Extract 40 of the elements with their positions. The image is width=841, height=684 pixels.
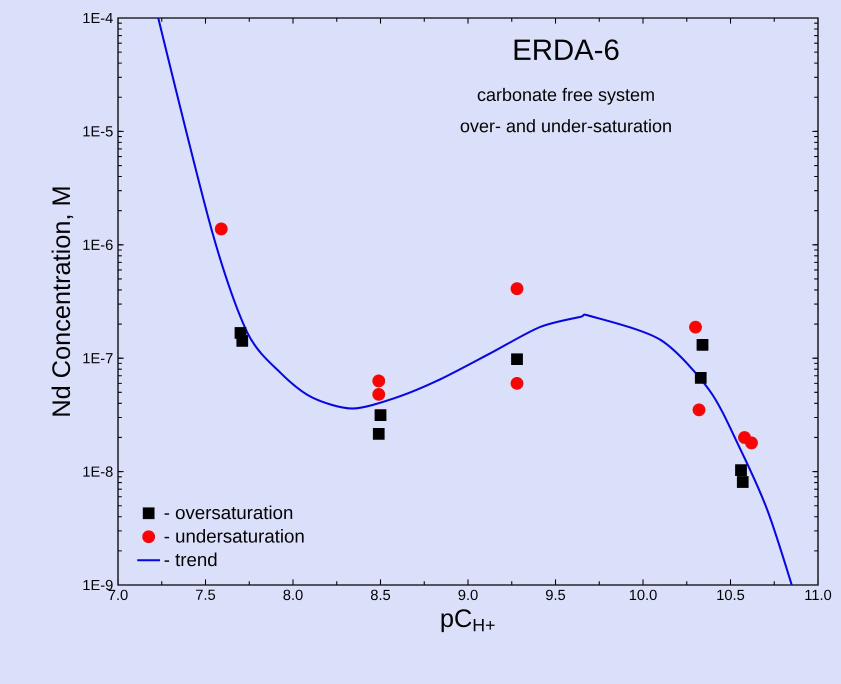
point [735, 464, 747, 476]
x-tick-label: 7.0 [108, 590, 128, 600]
point [372, 388, 386, 401]
x-tick-label: 10.0 [630, 590, 657, 600]
x-tick-label: 7.5 [196, 590, 216, 600]
point [511, 353, 523, 366]
point [372, 374, 386, 388]
y-tick-label: 1E-7 [83, 353, 113, 364]
text: ERDA-6 [514, 39, 619, 60]
point [689, 320, 702, 334]
line-series [157, 18, 793, 585]
point [694, 372, 707, 384]
point [372, 428, 385, 440]
point [510, 282, 524, 296]
y-tick-label: 1E-4 [83, 12, 113, 24]
y-tick-label: 1E-9 [83, 580, 113, 590]
point [745, 436, 758, 450]
y-tick-label: 1E-8 [83, 466, 113, 477]
point [510, 376, 524, 390]
point [692, 404, 706, 416]
point [696, 339, 708, 351]
point [736, 476, 749, 488]
x-tick-label: 9.0 [458, 590, 478, 600]
x-tick-label: 8.5 [370, 590, 390, 600]
x-axis-title: pC$_{H+}$ [442, 609, 495, 632]
point [374, 409, 386, 421]
point [214, 222, 228, 236]
y-axis-title: Nd Concentration, M [52, 187, 74, 416]
y-tick-label: 1E-5 [83, 126, 113, 137]
point [236, 335, 248, 347]
x-tick-label: 10.5 [717, 590, 744, 600]
x-tick-label: 9.5 [546, 590, 566, 600]
legend-label: - trend [164, 552, 216, 566]
y-tick-label: 1E-6 [83, 240, 113, 250]
text: carbonate free system [478, 88, 654, 105]
legend-label: - oversaturation [164, 505, 292, 520]
annotation: over- and under-saturation [460, 119, 671, 132]
x-tick-label: 11.0 [805, 590, 832, 600]
x-tick-label: 8.0 [283, 590, 303, 600]
legend-label: - undersaturation [164, 529, 304, 543]
